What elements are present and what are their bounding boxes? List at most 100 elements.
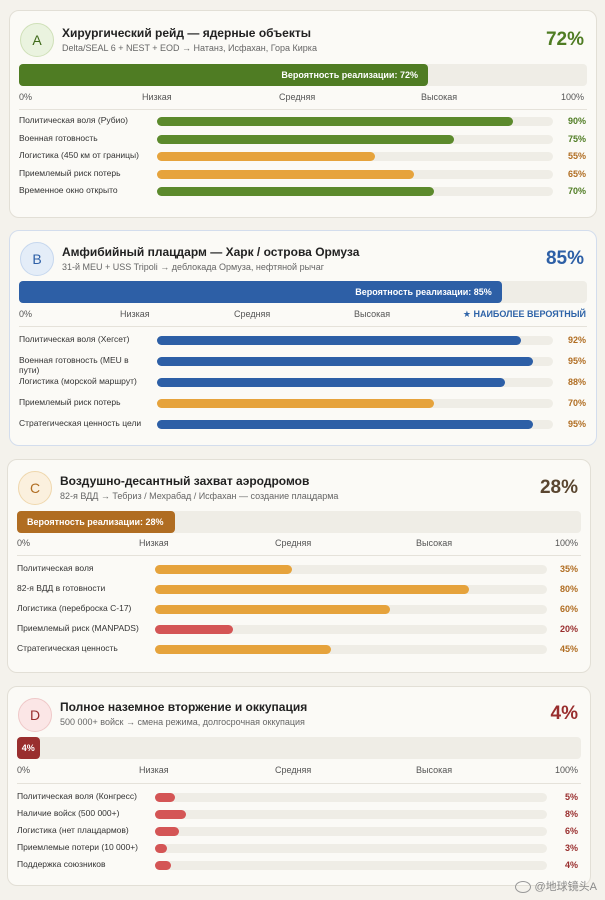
watermark: @地球镜头A — [515, 878, 597, 894]
probability-fill-a: Вероятность реализации: 72% — [19, 64, 428, 86]
scenario-badge-d: D — [18, 698, 52, 732]
factor-label: Логистика (морской маршрут) — [19, 376, 137, 386]
factor-bar-fill — [155, 585, 469, 594]
factor-bar-track — [155, 861, 547, 870]
scale-min-c: 0% — [17, 538, 31, 548]
scenario-title-b: Амфибийный плацдарм — Харк / острова Орм… — [62, 245, 360, 259]
factor-percent: 70% — [567, 398, 586, 408]
factor-label: Приемлемый риск потерь — [19, 397, 121, 407]
factor-bar-fill — [157, 336, 522, 345]
factor-label: Приемлемые потери (10 000+) — [17, 842, 139, 852]
probability-fill-b: Вероятность реализации: 85% — [19, 281, 502, 303]
factor-bar-fill — [155, 645, 332, 654]
scenario-title-c: Воздушно-десантный захват аэродромов — [60, 474, 310, 488]
factor-bar-track — [157, 134, 553, 144]
factor-percent: 5% — [564, 792, 578, 802]
scenario-percent-d: 4% — [550, 703, 578, 724]
scale-max-a: 100% — [560, 92, 584, 102]
scenario-percent-b: 85% — [545, 248, 584, 269]
probability-bar-a: Вероятность реализации: 72% — [19, 64, 587, 86]
factor-bar-track — [155, 793, 547, 802]
factor-percent: 8% — [564, 809, 578, 819]
scale-low-a: Низкая — [142, 92, 172, 102]
factor-bar-track — [157, 169, 553, 179]
factor-bar-fill — [157, 399, 435, 408]
divider-c — [17, 555, 581, 556]
scenario-title-a: Хирургический рейд — ядерные объекты — [62, 26, 311, 40]
factor-label: Логистика (450 км от границы) — [19, 150, 139, 161]
factor-percent: 90% — [567, 116, 586, 126]
watermark-text: @地球镜头A — [534, 881, 597, 893]
factor-bar-fill — [157, 187, 435, 197]
scenario-subtitle-b: 31-й MEU + USS Tripoli → деблокада Ормуз… — [62, 262, 325, 272]
probability-bar-d: 4% — [17, 737, 581, 759]
scenario-subtitle-a: Delta/SEAL 6 + NEST + EOD → Натанз, Исфа… — [62, 43, 317, 53]
factor-label: Приемлемый риск (MANPADS) — [17, 623, 139, 633]
divider-d — [17, 783, 581, 784]
factor-bar-track — [155, 625, 547, 634]
factor-bar-fill — [157, 134, 454, 144]
factor-label: Наличие войск (500 000+) — [17, 808, 120, 818]
scale-mid-b: Средняя — [234, 309, 271, 319]
scale-mid-c: Средняя — [275, 538, 312, 548]
factor-bar-fill — [155, 827, 179, 836]
scenario-card-d: D Полное наземное вторжение и оккупация … — [7, 686, 591, 886]
factor-bar-fill — [157, 169, 415, 179]
factor-label: Поддержка союзников — [17, 859, 106, 869]
factor-label: Стратегическая ценность цели — [19, 418, 142, 428]
factor-percent: 95% — [567, 356, 586, 366]
factor-label: Военная готовность (MEU в пути) — [19, 355, 129, 375]
probability-label-a: Вероятность реализации: 72% — [281, 70, 418, 80]
probability-label-c: Вероятность реализации: 28% — [27, 517, 164, 527]
factor-bar-fill — [155, 810, 187, 819]
factor-percent: 45% — [559, 644, 578, 654]
scale-max-c: 100% — [554, 538, 578, 548]
factor-percent: 80% — [559, 584, 578, 594]
factor-label: Стратегическая ценность — [17, 643, 118, 653]
factor-bar-track — [157, 357, 553, 366]
factor-percent: 35% — [559, 564, 578, 574]
factor-percent: 55% — [567, 151, 586, 162]
scale-mid-a: Средняя — [279, 92, 316, 102]
factor-bar-track — [155, 585, 547, 594]
factor-bar-fill — [157, 378, 506, 387]
scenario-card-b: B Амфибийный плацдарм — Харк / острова О… — [9, 230, 597, 446]
scenario-percent-c: 28% — [539, 477, 578, 498]
factor-label: Политическая воля (Хегсет) — [19, 334, 130, 344]
divider-b — [19, 326, 587, 327]
factor-bar-fill — [155, 605, 391, 614]
scenario-card-c: C Воздушно-десантный захват аэродромов 8… — [7, 459, 591, 673]
probability-fill-c: Вероятность реализации: 28% — [17, 511, 175, 533]
factor-label: Логистика (нет плацдармов) — [17, 825, 129, 835]
factor-bar-fill — [155, 565, 293, 574]
factor-bar-track — [157, 117, 553, 126]
factor-percent: 92% — [567, 335, 586, 345]
factor-percent: 75% — [567, 133, 586, 144]
factor-bar-track — [157, 399, 553, 408]
scale-high-b: Высокая — [354, 309, 391, 319]
scale-min-b: 0% — [19, 309, 33, 319]
divider-a — [19, 109, 587, 110]
factor-bar-track — [155, 844, 547, 853]
factor-label: Политическая воля — [17, 563, 94, 573]
factor-bar-fill — [157, 420, 534, 429]
factor-percent: 95% — [567, 419, 586, 429]
factor-bar-fill — [155, 861, 171, 870]
factor-label: Логистика (переброска C-17) — [17, 603, 132, 613]
factor-percent: 20% — [559, 624, 578, 634]
scenario-percent-a: 72% — [545, 29, 584, 50]
factor-bar-track — [157, 336, 553, 345]
factor-percent: 6% — [564, 826, 578, 836]
factor-bar-track — [157, 420, 553, 429]
factor-bar-track — [155, 565, 547, 574]
factor-label: Политическая воля (Конгресс) — [17, 791, 137, 801]
factor-bar-fill — [157, 357, 534, 366]
scale-low-b: Низкая — [120, 309, 150, 319]
scale-high-d: Высокая — [416, 765, 453, 775]
scenario-badge-a: A — [20, 23, 54, 57]
scenario-badge-b: B — [20, 242, 54, 276]
probability-label-d: 4% — [21, 743, 35, 753]
factor-bar-track — [157, 187, 553, 197]
factor-bar-fill — [157, 152, 375, 162]
weibo-icon — [515, 881, 532, 894]
